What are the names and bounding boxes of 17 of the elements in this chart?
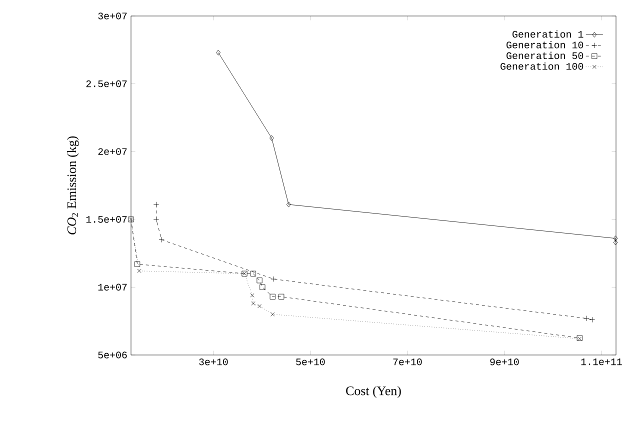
y-tick-label: 1e+07 <box>98 284 127 291</box>
y-tick-label: 3e+07 <box>98 12 127 20</box>
legend-label: Generation 50 <box>506 52 584 60</box>
x-tick-label: 9e+10 <box>490 358 519 366</box>
x-tick-label: 3e+10 <box>199 358 228 366</box>
y-tick-label: 1.5e+07 <box>86 216 127 223</box>
y-tick-label: 2e+07 <box>98 148 127 155</box>
x-tick-label: 5e+10 <box>296 358 325 366</box>
x-tick-label: 7e+10 <box>393 358 422 366</box>
x-tick-label: 1.1e+11 <box>581 358 622 366</box>
legend-label: Generation 1 <box>512 30 584 38</box>
y-tick-label: 5e+06 <box>98 352 127 358</box>
legend-label: Generation 10 <box>506 41 584 48</box>
y-axis-title: CO$_{2}$ Emission (kg) <box>67 136 79 234</box>
y-tick-label: 2.5e+07 <box>86 80 127 88</box>
legend-label: Generation 100 <box>500 62 584 70</box>
x-axis-title: Cost (Yen) <box>346 386 401 398</box>
